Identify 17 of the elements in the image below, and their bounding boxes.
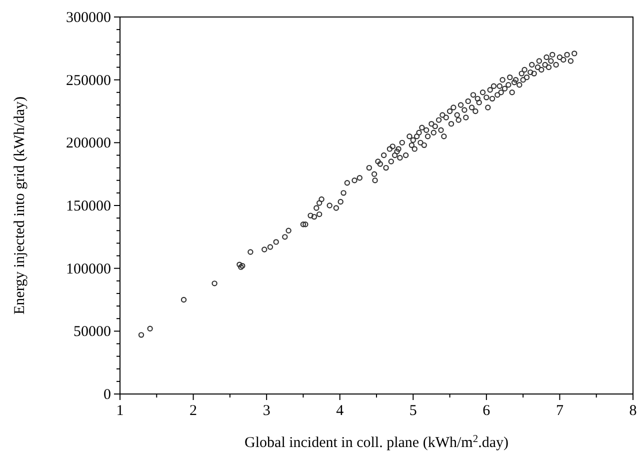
y-tick-label: 100000 [66, 261, 111, 278]
y-tick-label: 150000 [66, 198, 111, 214]
y-tick-label: 250000 [66, 72, 111, 89]
x-tick-label: 3 [262, 403, 270, 419]
y-tick-label: 50000 [74, 324, 111, 340]
x-tick-label: 6 [482, 403, 491, 419]
x-tick-label: 4 [336, 403, 344, 419]
y-tick-label: 0 [104, 387, 111, 403]
x-tick-label: 7 [556, 403, 564, 419]
y-tick-label: 200000 [66, 136, 111, 152]
x-axis-title: Global incident in coll. plane (kWh/m$^{2}$.day) [244, 434, 508, 451]
y-axis-title: Energy injected into grid (kWh/day) [12, 96, 28, 314]
x-tick-label: 1 [116, 403, 124, 419]
y-tick-label: 300000 [66, 10, 111, 26]
x-tick-label: 2 [190, 403, 198, 419]
x-tick-label: 5 [409, 403, 417, 419]
x-tick-label: 8 [629, 403, 637, 419]
